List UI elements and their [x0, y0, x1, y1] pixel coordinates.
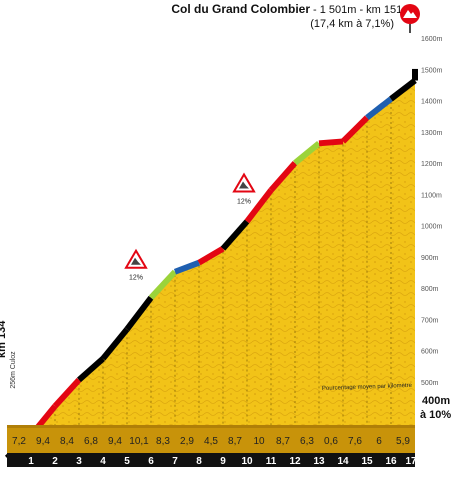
- km-gridlines: [30, 101, 392, 439]
- km-tick-label: 15: [361, 456, 373, 467]
- category-markers: 12% 12%: [124, 172, 256, 282]
- profile-segment: [365, 96, 393, 121]
- gradient-label: 10: [253, 436, 265, 447]
- km-axis-strip: [7, 453, 415, 467]
- profile-segment: [124, 295, 154, 332]
- km-tick-label: 4: [100, 456, 106, 467]
- profile-segment: [77, 356, 105, 383]
- profile-segment: [244, 188, 274, 224]
- gradient-label: 6,3: [300, 436, 314, 447]
- base-altitude-label: 400m: [422, 395, 450, 407]
- profile-segment: [389, 78, 417, 102]
- y-tick-label: 900m: [421, 255, 439, 262]
- summit-finish-icon: [400, 4, 420, 33]
- y-tick-label: 1500m: [421, 67, 443, 74]
- gradient-label: 4,5: [204, 436, 218, 447]
- km-tick-label: 10: [241, 456, 253, 467]
- profile-segment: [173, 259, 201, 275]
- gradient-label: 6,8: [84, 436, 98, 447]
- km-tick-label: 14: [337, 456, 349, 467]
- mountain-sign-mid: 12%: [232, 172, 256, 205]
- mountain-glyph: [239, 181, 249, 189]
- y-tick-label: 1000m: [421, 224, 443, 231]
- start-label: 256m Culoz km 134: [0, 320, 17, 389]
- gradient-label: 7,2: [12, 436, 26, 447]
- profile-segment: [293, 140, 321, 166]
- km-tick-label: 5: [124, 456, 130, 467]
- mountain-sign-left: 12%: [124, 248, 148, 282]
- start-km: km 134: [0, 320, 8, 358]
- y-tick-label: 1200m: [421, 161, 443, 168]
- km-tick-label: 9: [220, 456, 226, 467]
- gradient-label: 8,3: [156, 436, 170, 447]
- km-tick-label: 7: [172, 456, 178, 467]
- km-tick-label: 11: [266, 456, 277, 467]
- y-tick-label: 1400m: [421, 99, 443, 106]
- km-tick-label: 13: [313, 456, 325, 467]
- start-altitude: 256m Culoz: [10, 351, 17, 389]
- mountain-glyph: [131, 257, 141, 265]
- chart-title: Col du Grand Colombier: [171, 2, 310, 16]
- km-tick-label: 12: [289, 456, 301, 467]
- km-tick-label: 16: [385, 456, 397, 467]
- profile-segment: [100, 327, 130, 361]
- km-tick-label: 3: [76, 456, 82, 467]
- base-block-top: [7, 425, 415, 428]
- climb-info: (17,4 km à 7,1%): [310, 18, 394, 30]
- gradient-label: 7,6: [348, 436, 362, 447]
- gradient-label: 6: [376, 436, 382, 447]
- y-tick-label: 1300m: [421, 130, 443, 137]
- gradient-label: 9,4: [36, 436, 50, 447]
- y-tick-label: 1100m: [421, 192, 442, 199]
- base-slope-label: à 10%: [420, 409, 451, 421]
- summit-info: - 1 501m - km 151,5: [313, 4, 411, 16]
- y-tick-label: 700m: [421, 317, 439, 324]
- y-tick-label: 500m: [421, 380, 439, 387]
- y-tick-label: 800m: [421, 286, 439, 293]
- km-tick-label: 17: [405, 456, 417, 467]
- gradient-label: 2,9: [180, 436, 194, 447]
- profile-fill: [7, 68, 415, 459]
- legend-note: Pourcentage moyen par kilomètre: [322, 383, 413, 392]
- profile-area: [7, 68, 415, 459]
- profile-segment: [318, 138, 344, 147]
- gradient-label: 8,7: [276, 436, 290, 447]
- gradient-label: 5,9: [396, 436, 410, 447]
- km-tick-label: 1: [28, 456, 34, 467]
- gradient-label: 9,4: [108, 436, 122, 447]
- km-ticks: 1 2 3 4 5 6 7 8 9 10 11 12 13 14 15 16 17: [28, 456, 417, 467]
- base-block: [7, 427, 415, 453]
- km-tick-label: 8: [196, 456, 202, 467]
- y-tick-label: 1600m: [421, 36, 443, 43]
- profile-segment: [340, 115, 370, 144]
- profile-segment: [268, 161, 298, 193]
- profile-segment: [197, 246, 225, 266]
- marker-grade-label: 12%: [237, 198, 251, 205]
- gradient-label: 0,6: [324, 436, 338, 447]
- y-axis-ticks: 500m 600m 700m 800m 900m 1000m 1100m 1200m 1300m…: [421, 36, 443, 387]
- marker-grade-label: 12%: [129, 275, 143, 282]
- gradient-label: 10,1: [129, 436, 149, 447]
- profile-segment: [220, 219, 250, 251]
- profile-segment: [52, 377, 82, 409]
- km-tick-label: 2: [52, 456, 58, 467]
- y-tick-label: 600m: [421, 349, 439, 356]
- profile-segment: [148, 269, 178, 300]
- gradient-label: 8,4: [60, 436, 74, 447]
- gradient-label: 8,7: [228, 436, 242, 447]
- km-tick-label: 6: [148, 456, 154, 467]
- gradient-labels: 7,2 9,4 8,4 6,8 9,4 10,1 8,3 2,9 4,5 8,7 10 8,7 6,3 0…: [12, 436, 410, 447]
